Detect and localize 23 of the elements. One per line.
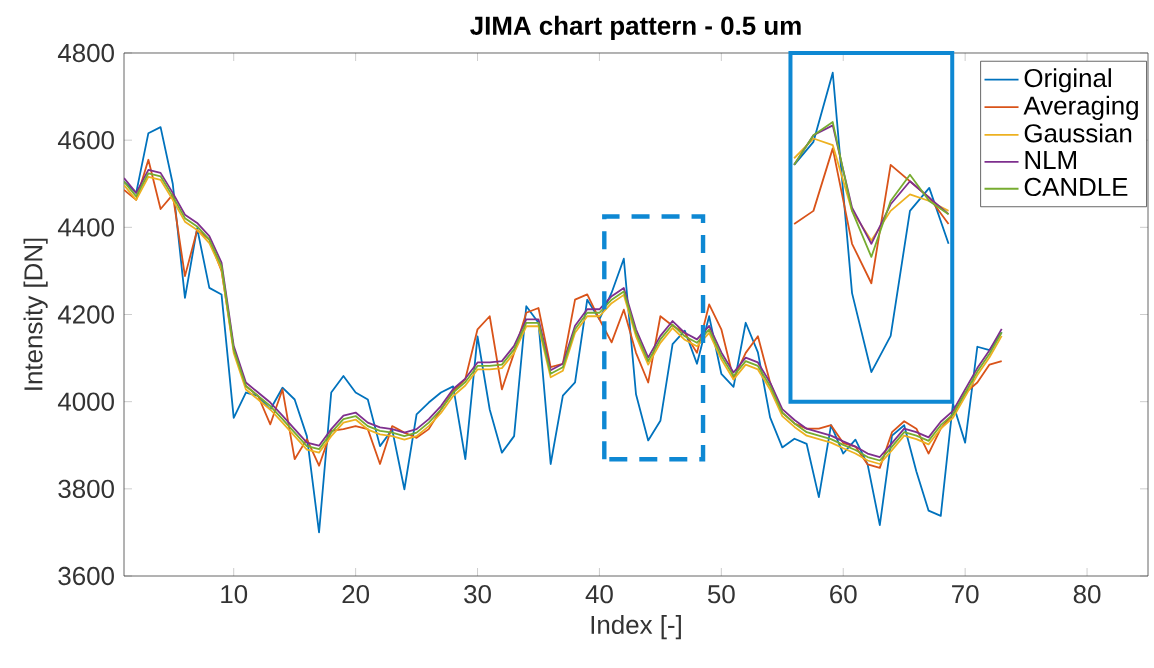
legend-label: Gaussian bbox=[1024, 123, 1132, 143]
x-axis-title: Index [-] bbox=[591, 615, 681, 640]
legend-label: Averaging bbox=[1023, 95, 1138, 120]
y-tick-label: 4800 bbox=[57, 43, 114, 63]
x-tick-label: 30 bbox=[464, 585, 491, 604]
x-tick-label: 50 bbox=[707, 585, 735, 604]
y-axis-title: Intensity [DN] bbox=[23, 238, 48, 390]
y-tick-label: 3600 bbox=[58, 566, 114, 586]
x-tick-label: 70 bbox=[952, 585, 979, 604]
chart-title: JIMA chart pattern - 0.5 um bbox=[470, 15, 801, 41]
legend-label: CANDLE bbox=[1024, 177, 1128, 197]
y-tick-label: 4200 bbox=[57, 305, 114, 324]
x-tick-label: 10 bbox=[221, 585, 248, 604]
y-tick-label: 4600 bbox=[57, 130, 114, 150]
legend-label: Original bbox=[1024, 68, 1111, 93]
x-tick-label: 20 bbox=[342, 585, 370, 604]
legend-label: NLM bbox=[1025, 151, 1076, 169]
y-tick-label: 4000 bbox=[57, 392, 114, 411]
y-tick-label: 4400 bbox=[57, 218, 114, 237]
x-tick-label: 40 bbox=[585, 585, 613, 604]
x-tick-label: 80 bbox=[1073, 585, 1101, 604]
x-tick-label: 60 bbox=[830, 585, 857, 604]
y-tick-label: 3800 bbox=[58, 479, 114, 498]
